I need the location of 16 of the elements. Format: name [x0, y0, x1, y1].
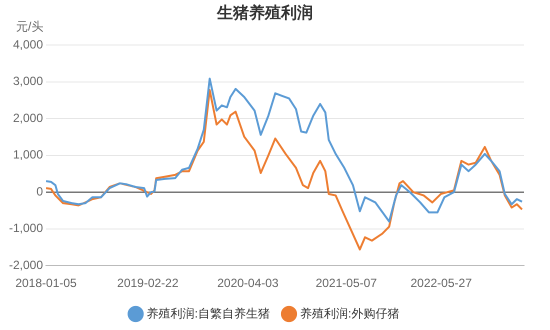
x-tick-label: 2022-05-27 [410, 276, 472, 290]
x-tick-label: 2019-02-22 [117, 276, 179, 290]
y-tick-label: -1,000 [8, 221, 44, 236]
legend-label: 养殖利润:自繁自养生猪 [146, 306, 270, 320]
y-tick-label: 1,000 [12, 148, 44, 162]
x-tick-label: 2021-05-07 [316, 276, 378, 290]
y-axis-title: 元/头 [16, 20, 44, 34]
x-tick-label: 2018-01-05 [15, 276, 78, 290]
y-tick-label: 2,000 [12, 110, 44, 125]
y-tick-label: 4,000 [12, 38, 44, 52]
y-tick-label: -2,000 [8, 258, 44, 272]
legend-label: 养殖利润:外购仔猪 [300, 306, 400, 320]
x-tick-label: 2020-04-03 [217, 276, 279, 290]
y-tick-label: 3,000 [12, 74, 44, 88]
chart-title: 生猪养殖利润 [216, 3, 313, 22]
y-tick-label: 0 [36, 184, 44, 198]
